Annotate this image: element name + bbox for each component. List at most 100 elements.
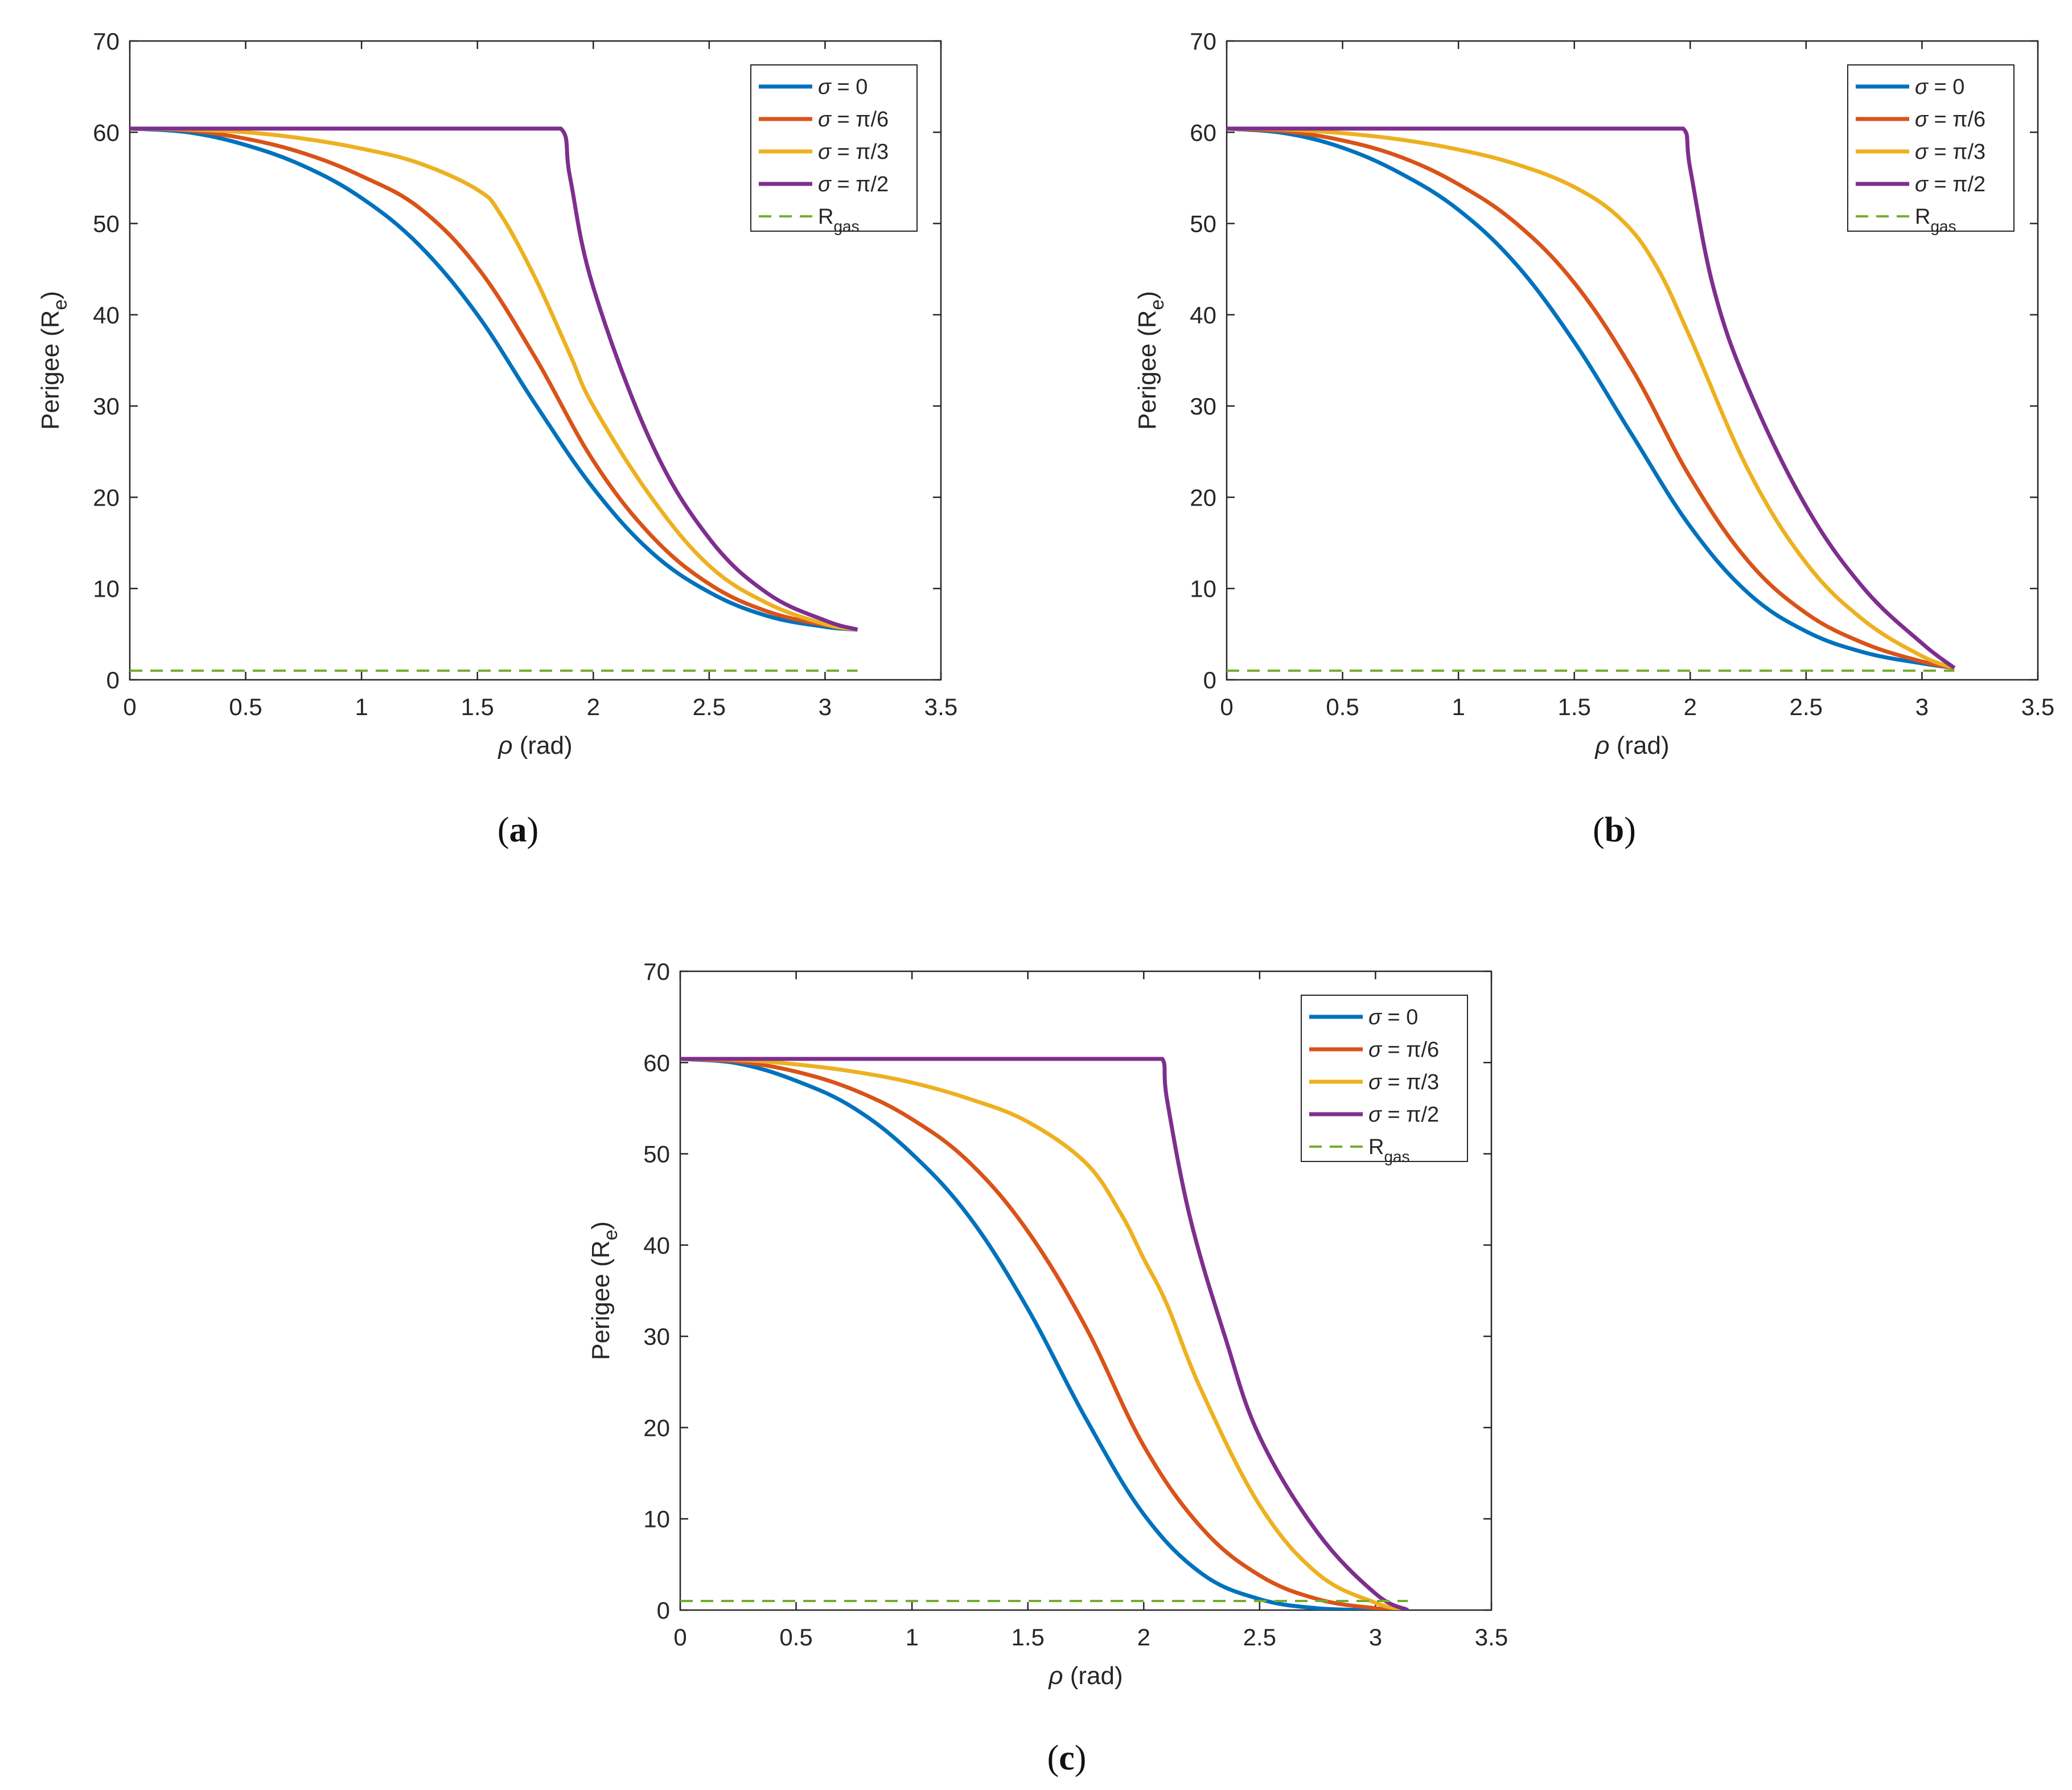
panel-label: (a) <box>498 811 538 849</box>
y-tick-label: 20 <box>93 484 120 511</box>
legend-value: = π/6 <box>831 108 889 132</box>
panel-label-open: ( <box>1593 811 1605 849</box>
y-tick-label: 70 <box>643 958 670 985</box>
y-tick-label: 30 <box>643 1323 670 1350</box>
legend-label: σ = π/3 <box>1915 140 1985 164</box>
series-group <box>1227 126 1956 672</box>
legend-label: σ = π/6 <box>818 108 889 132</box>
x-tick-label: 2 <box>1137 1624 1150 1651</box>
legend-label: σ = π/2 <box>1915 173 1985 196</box>
x-label-unit: (rad) <box>1063 1662 1123 1690</box>
y-label-main: Perigee (R <box>1133 310 1161 430</box>
legend-subscript: gas <box>833 217 859 235</box>
y-axis-label: Perigee (Re) <box>1133 291 1168 430</box>
y-tick-label: 50 <box>1190 211 1216 237</box>
series-sigma-0-line <box>130 126 858 632</box>
x-tick-label: 1.5 <box>461 693 494 720</box>
y-label-close: ) <box>587 1221 615 1230</box>
series-sigma-pi-3-line <box>1227 126 1955 670</box>
y-label-main: Perigee (R <box>36 310 64 430</box>
y-tick-label: 20 <box>1190 484 1216 511</box>
legend-base: R <box>1368 1135 1384 1159</box>
legend-label: σ = π/2 <box>818 173 889 196</box>
x-tick-label: 0.5 <box>229 693 262 720</box>
y-tick-label: 10 <box>1190 576 1216 602</box>
series-sigma-pi-3-line <box>130 126 858 632</box>
legend-label: Rgas <box>1368 1135 1410 1165</box>
y-label-subscript: e <box>50 299 71 310</box>
legend-label: σ = π/6 <box>1368 1038 1439 1062</box>
y-tick-label: 70 <box>93 28 120 55</box>
series-sigma-pi-2-line <box>130 126 858 632</box>
legend-subscript: gas <box>1384 1148 1409 1165</box>
y-label-main: Perigee (R <box>587 1241 615 1360</box>
x-tick-label: 3 <box>819 693 832 720</box>
x-axis-label: ρ (rad) <box>1594 732 1669 759</box>
x-tick-label: 0 <box>673 1624 686 1651</box>
x-tick-label: 0.5 <box>1326 693 1359 720</box>
y-tick-label: 40 <box>643 1232 670 1259</box>
x-tick-label: 3 <box>1369 1624 1382 1651</box>
x-tick-label: 1 <box>355 693 368 720</box>
legend-value: = π/3 <box>1928 140 1985 164</box>
series-sigma-pi-6-line <box>1227 126 1955 670</box>
legend-label: σ = π/6 <box>1915 108 1985 132</box>
legend-label: σ = π/3 <box>1368 1070 1439 1094</box>
series-sigma-0-line <box>1227 126 1955 670</box>
x-tick-label: 3 <box>1915 693 1929 720</box>
y-tick-label: 70 <box>1190 28 1216 55</box>
panel-label-close: ) <box>1075 1739 1087 1777</box>
y-tick-label: 60 <box>93 119 120 146</box>
x-tick-label: 2.5 <box>1790 693 1823 720</box>
legend-symbol: σ <box>1368 1070 1383 1094</box>
series-sigma-pi-6-line <box>130 126 858 632</box>
legend-symbol: σ <box>818 108 832 132</box>
y-tick-label: 10 <box>643 1506 670 1533</box>
x-tick-label: 3.5 <box>2021 693 2054 720</box>
x-axis: 0 0.5 1 1.5 2 2.5 3 3.5 <box>123 41 957 720</box>
x-tick-label: 1.5 <box>1558 693 1591 720</box>
legend-base: R <box>818 205 833 229</box>
y-tick-label: 30 <box>1190 393 1216 420</box>
y-axis: 0 10 20 30 40 50 60 70 <box>93 28 941 693</box>
legend-subscript: gas <box>1930 217 1956 235</box>
panel-label: (b) <box>1593 811 1636 849</box>
legend-symbol: σ <box>1915 75 1929 99</box>
series-sigma-pi-2-line <box>1227 126 1956 670</box>
y-label-close: ) <box>1133 291 1161 299</box>
x-tick-label: 1.5 <box>1012 1624 1045 1651</box>
y-tick-label: 50 <box>93 211 120 237</box>
legend-label: σ = 0 <box>1368 1005 1418 1029</box>
panel-label-open: ( <box>1047 1739 1059 1777</box>
x-tick-label: 2 <box>1684 693 1697 720</box>
legend-value: = π/6 <box>1382 1038 1439 1062</box>
legend-symbol: σ <box>818 140 832 164</box>
legend-label: σ = π/3 <box>818 140 889 164</box>
panel-label-letter: c <box>1059 1739 1075 1777</box>
y-tick-label: 0 <box>106 667 120 693</box>
y-tick-label: 40 <box>1190 302 1216 329</box>
panel-label: (c) <box>1047 1739 1087 1777</box>
x-label-symbol: ρ <box>497 732 512 759</box>
legend-symbol: σ <box>1368 1038 1383 1062</box>
x-label-symbol: ρ <box>1047 1662 1063 1690</box>
x-axis-label: ρ (rad) <box>1047 1662 1123 1690</box>
y-label-subscript: e <box>1146 299 1168 310</box>
legend-value: = π/2 <box>1382 1103 1439 1127</box>
legend-label: σ = 0 <box>1915 75 1964 99</box>
y-label-subscript: e <box>600 1230 622 1241</box>
series-sigma-pi-3-line <box>680 1057 1409 1610</box>
x-label-unit: (rad) <box>1610 732 1670 759</box>
y-label-close: ) <box>36 291 64 299</box>
series-sigma-pi-6-line <box>680 1057 1408 1610</box>
y-tick-label: 0 <box>1203 667 1216 693</box>
x-label-symbol: ρ <box>1594 732 1609 759</box>
y-tick-label: 0 <box>657 1597 670 1624</box>
y-axis: 0 10 20 30 40 50 60 70 <box>1190 28 2038 693</box>
x-axis-label: ρ (rad) <box>497 732 572 759</box>
y-axis: 0 10 20 30 40 50 60 70 <box>643 958 1491 1624</box>
series-sigma-pi-2-line <box>680 1057 1409 1610</box>
